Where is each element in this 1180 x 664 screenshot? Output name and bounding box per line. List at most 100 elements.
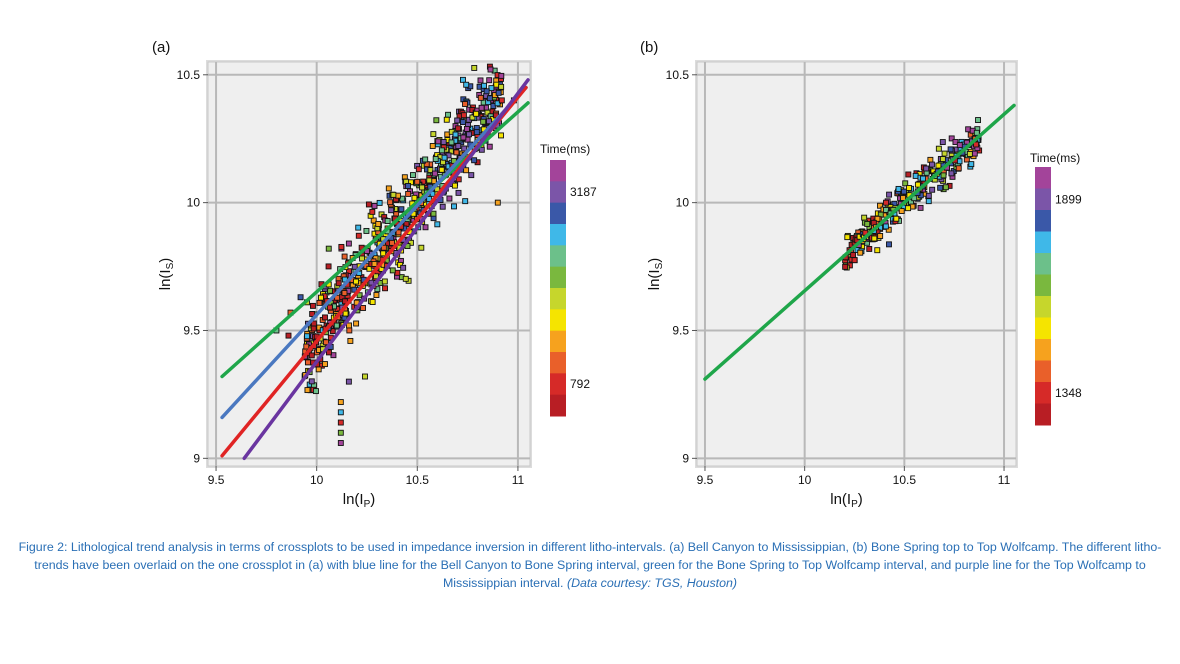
scatter-point xyxy=(928,161,935,168)
scatter-point xyxy=(471,157,478,164)
panel-label: (a) xyxy=(152,39,170,56)
scatter-point xyxy=(451,182,458,189)
scatter-point xyxy=(360,305,366,311)
scatter-point xyxy=(914,181,921,188)
scatter-point-outlier xyxy=(337,429,344,436)
scatter-point xyxy=(441,154,448,161)
colorbar-segment xyxy=(550,266,566,289)
scatter-point xyxy=(452,131,459,138)
scatter-point xyxy=(410,172,416,179)
scatter-point xyxy=(460,76,466,83)
scatter-point xyxy=(942,184,949,191)
scatter-point xyxy=(303,343,310,350)
y-tick-label: 9 xyxy=(682,451,689,465)
colorbar-max-label: 3187 xyxy=(570,185,597,199)
scatter-point xyxy=(326,304,333,311)
scatter-point xyxy=(455,125,462,132)
scatter-point xyxy=(415,166,422,173)
scatter-point xyxy=(947,146,954,153)
scatter-point xyxy=(851,257,858,264)
scatter-point xyxy=(455,189,462,196)
scatter-point xyxy=(341,290,348,296)
scatter-point xyxy=(498,72,505,79)
scatter-point xyxy=(850,252,857,258)
colorbar-segment xyxy=(1035,274,1051,297)
scatter-point xyxy=(373,273,379,280)
scatter-point xyxy=(882,223,889,230)
scatter-point xyxy=(929,186,936,193)
scatter-point xyxy=(389,267,396,274)
scatter-point xyxy=(460,119,466,126)
colorbar-title: Time(ms) xyxy=(540,142,590,156)
scatter-point xyxy=(483,88,490,95)
scatter-point xyxy=(463,81,470,88)
scatter-point xyxy=(973,141,980,148)
scatter-point xyxy=(338,243,345,250)
crossplot-panel-a: (a) 9.5 10 10.5 11 9 9.5 10 10.5 ln(IP) ln(IS) Time… xyxy=(152,39,597,510)
scatter-point xyxy=(923,165,930,172)
scatter-point xyxy=(486,118,492,125)
scatter-point xyxy=(463,125,470,132)
scatter-point xyxy=(405,183,412,189)
scatter-point xyxy=(886,191,893,198)
scatter-point xyxy=(380,244,387,251)
scatter-point xyxy=(346,327,353,334)
scatter-point xyxy=(316,299,323,306)
scatter-point-outlier xyxy=(498,97,505,104)
scatter-point xyxy=(322,314,328,321)
scatter-point xyxy=(309,311,316,317)
colorbar-segment xyxy=(550,394,566,417)
scatter-point xyxy=(940,172,947,179)
colorbar-segment xyxy=(1035,403,1051,426)
scatter-point xyxy=(496,54,501,59)
y-tick-label: 10.5 xyxy=(666,68,690,82)
scatter-point-outlier xyxy=(285,332,292,339)
x-tick-label: 11 xyxy=(998,473,1011,487)
scatter-point xyxy=(395,229,402,236)
scatter-point xyxy=(466,131,473,138)
colorbar-segment xyxy=(550,330,566,353)
scatter-point xyxy=(325,263,332,270)
scatter-point xyxy=(895,185,902,192)
scatter-point xyxy=(925,192,932,199)
scatter-point xyxy=(495,43,500,48)
y-tick-label: 10 xyxy=(676,196,690,210)
scatter-point xyxy=(952,139,959,145)
scatter-point xyxy=(864,221,871,227)
scatter-point xyxy=(400,264,407,271)
scatter-point xyxy=(448,139,455,146)
scatter-point xyxy=(439,203,446,210)
scatter-point xyxy=(935,162,942,169)
scatter-point xyxy=(310,320,317,327)
scatter-point xyxy=(411,194,418,201)
scatter-point xyxy=(905,205,912,212)
scatter-point xyxy=(925,198,932,205)
scatter-point xyxy=(468,172,475,179)
x-tick-label: 10.5 xyxy=(406,473,430,487)
scatter-point-outlier xyxy=(325,245,332,252)
scatter-point xyxy=(886,241,892,248)
scatter-point xyxy=(407,239,414,246)
scatter-point xyxy=(478,146,485,153)
caption-text: Figure 2: Lithological trend analysis in… xyxy=(18,540,1162,590)
scatter-point xyxy=(842,263,849,270)
scatter-point xyxy=(844,234,851,241)
scatter-point xyxy=(917,204,924,211)
scatter-point xyxy=(347,337,354,344)
scatter-point xyxy=(902,180,909,187)
scatter-point xyxy=(480,118,487,125)
scatter-point xyxy=(310,325,317,332)
scatter-point xyxy=(857,249,864,256)
scatter-point xyxy=(486,77,493,84)
scatter-point xyxy=(318,294,324,301)
x-axis-title: ln(IP) xyxy=(830,491,863,510)
scatter-point xyxy=(342,310,349,317)
scatter-point xyxy=(877,233,884,239)
x-tick-label: 9.5 xyxy=(697,473,714,487)
scatter-point xyxy=(426,196,433,202)
scatter-point xyxy=(966,151,973,157)
colorbar-segment xyxy=(550,181,566,204)
scatter-point xyxy=(920,175,927,182)
x-axis-title: ln(IP) xyxy=(343,491,376,510)
